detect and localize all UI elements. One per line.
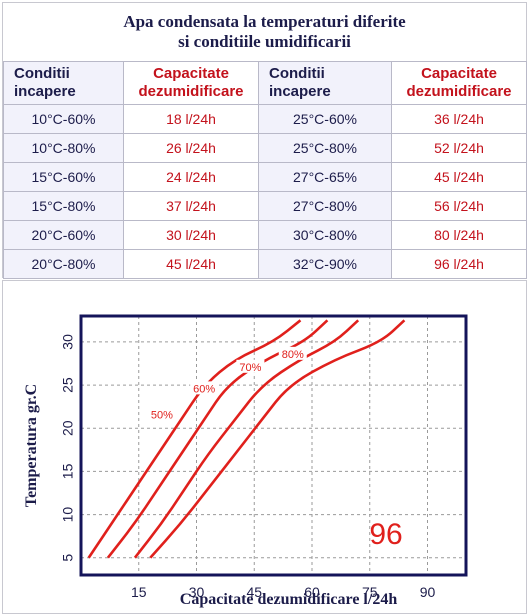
x-axis-label: Capacitate dezumidificare l/24h — [180, 591, 398, 608]
series-label-bg — [236, 359, 265, 373]
table-row: 20°C-60% 30 l/24h 30°C-80% 80 l/24h — [3, 220, 527, 250]
condition-cell: 27°C-65% — [258, 162, 392, 192]
table-header-row: Conditii incapere Capacitate dezumidificar… — [3, 61, 527, 105]
capacity-table: Conditii incapere Capacitate dezumidificar… — [3, 61, 527, 279]
series-label: 50% — [151, 409, 173, 421]
header-conditions: Conditii incapere — [258, 61, 392, 105]
table-title-line1: Apa condensata la temperaturi diferite — [123, 12, 406, 31]
chart-panel: 15 30 45 60 75 90 5 10 15 20 25 30 50% 60% 70% 80% 96 Cap… — [2, 280, 527, 614]
condition-cell: 27°C-80% — [258, 191, 392, 221]
series-line — [106, 319, 329, 559]
condition-cell: 30°C-80% — [258, 220, 392, 250]
series-label: 60% — [193, 383, 215, 395]
capacity-cell: 37 l/24h — [123, 191, 259, 221]
table-row: 15°C-80% 37 l/24h 27°C-80% 56 l/24h — [3, 191, 527, 221]
condition-cell: 10°C-80% — [3, 133, 124, 163]
y-tick-label: 20 — [60, 420, 76, 436]
humidity-capacity-chart: 15 30 45 60 75 90 5 10 15 20 25 30 50% 60% 70% 80% 96 Cap… — [23, 314, 468, 608]
series-line — [133, 319, 360, 559]
y-axis-label: Temperatura gr.C — [23, 384, 40, 507]
condition-cell: 25°C-80% — [258, 133, 392, 163]
x-tick-label: 90 — [420, 584, 436, 600]
capacity-cell: 45 l/24h — [391, 162, 527, 192]
x-tick-label: 30 — [189, 584, 205, 600]
capacity-cell: 80 l/24h — [391, 220, 527, 250]
y-tick-label: 5 — [60, 554, 76, 562]
y-tick-label: 15 — [60, 463, 76, 479]
capacity-table-panel: Apa condensata la temperaturi diferite s… — [2, 2, 527, 279]
series-line — [87, 319, 302, 559]
table-row: 10°C-60% 18 l/24h 25°C-60% 36 l/24h — [3, 104, 527, 134]
x-tick-label: 60 — [304, 584, 320, 600]
y-tick-label: 30 — [60, 334, 76, 350]
series-line — [149, 319, 406, 559]
condition-cell: 10°C-60% — [3, 104, 124, 134]
x-tick-label: 15 — [131, 584, 147, 600]
condition-cell: 15°C-60% — [3, 162, 124, 192]
series-label-bg — [278, 346, 307, 360]
condition-cell: 15°C-80% — [3, 191, 124, 221]
highlight-value: 96 — [369, 518, 402, 551]
capacity-cell: 26 l/24h — [123, 133, 259, 163]
condition-cell: 25°C-60% — [258, 104, 392, 134]
header-capacity: Capacitate dezumidificare — [391, 61, 527, 105]
capacity-cell: 96 l/24h — [391, 249, 527, 279]
y-tick-label: 10 — [60, 507, 76, 523]
capacity-cell: 56 l/24h — [391, 191, 527, 221]
capacity-cell: 24 l/24h — [123, 162, 259, 192]
series-label-bg — [147, 407, 176, 421]
capacity-cell: 45 l/24h — [123, 249, 259, 279]
table-title-line2: si conditiile umidificarii — [178, 32, 351, 51]
table-row: 15°C-60% 24 l/24h 27°C-65% 45 l/24h — [3, 162, 527, 192]
capacity-cell: 36 l/24h — [391, 104, 527, 134]
x-tick-label: 75 — [362, 584, 378, 600]
x-tick-label: 45 — [246, 584, 262, 600]
table-row: 10°C-80% 26 l/24h 25°C-80% 52 l/24h — [3, 133, 527, 163]
capacity-cell: 30 l/24h — [123, 220, 259, 250]
condition-cell: 20°C-60% — [3, 220, 124, 250]
y-tick-label: 25 — [60, 377, 76, 393]
table-title: Apa condensata la temperaturi diferite s… — [3, 3, 526, 63]
capacity-cell: 52 l/24h — [391, 133, 527, 163]
header-conditions: Conditii incapere — [3, 61, 124, 105]
series-label: 70% — [239, 362, 261, 374]
series-label-bg — [190, 381, 219, 395]
plot-frame — [79, 314, 468, 577]
series-label: 80% — [282, 349, 304, 361]
table-row: 20°C-80% 45 l/24h 32°C-90% 96 l/24h — [3, 249, 527, 279]
condition-cell: 32°C-90% — [258, 249, 392, 279]
condition-cell: 20°C-80% — [3, 249, 124, 279]
header-capacity: Capacitate dezumidificare — [123, 61, 259, 105]
capacity-cell: 18 l/24h — [123, 104, 259, 134]
